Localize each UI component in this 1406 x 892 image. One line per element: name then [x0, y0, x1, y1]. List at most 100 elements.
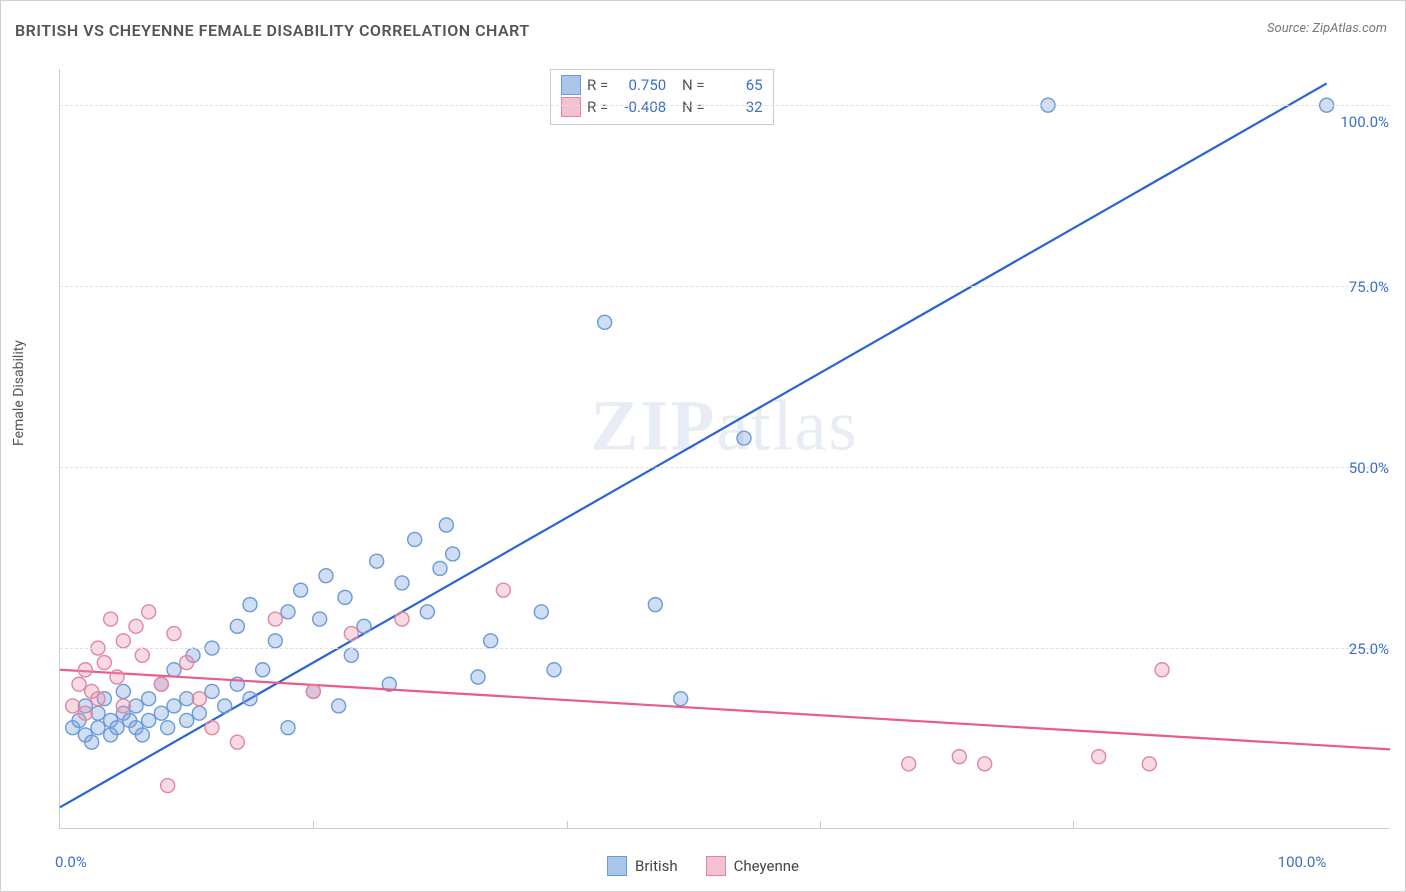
- data-point-british: [357, 619, 371, 633]
- data-point-british: [218, 699, 232, 713]
- data-point-cheyenne: [129, 619, 143, 633]
- data-point-cheyenne: [135, 648, 149, 662]
- x-minor-tick: [1073, 821, 1074, 829]
- data-point-british: [180, 713, 194, 727]
- legend-item-cheyenne: Cheyenne: [706, 856, 799, 876]
- bottom-legend: British Cheyenne: [607, 856, 799, 876]
- data-point-cheyenne: [91, 692, 105, 706]
- gridline-h: [60, 105, 1389, 106]
- legend-label-cheyenne: Cheyenne: [734, 857, 799, 875]
- data-point-british: [85, 735, 99, 749]
- data-point-british: [167, 663, 181, 677]
- data-point-british: [648, 598, 662, 612]
- x-minor-tick: [567, 821, 568, 829]
- legend-label-british: British: [635, 857, 678, 875]
- data-point-british: [110, 721, 124, 735]
- data-point-british: [135, 728, 149, 742]
- data-point-british: [192, 706, 206, 720]
- data-point-cheyenne: [902, 757, 916, 771]
- data-point-british: [167, 699, 181, 713]
- stat-label-r: R =: [587, 76, 608, 94]
- data-point-british: [313, 612, 327, 626]
- data-point-british: [243, 692, 257, 706]
- data-point-british: [205, 684, 219, 698]
- data-point-british: [281, 721, 295, 735]
- data-point-british: [598, 315, 612, 329]
- stat-label-n2: N =: [682, 98, 705, 116]
- y-tick-label: 100.0%: [1340, 113, 1389, 131]
- data-point-cheyenne: [72, 677, 86, 691]
- data-point-british: [408, 532, 422, 546]
- gridline-h: [60, 467, 1389, 468]
- data-point-cheyenne: [78, 706, 92, 720]
- data-point-cheyenne: [167, 627, 181, 641]
- data-point-cheyenne: [205, 721, 219, 735]
- data-point-cheyenne: [952, 750, 966, 764]
- legend-swatch-cheyenne: [706, 856, 726, 876]
- data-point-british: [737, 431, 751, 445]
- data-point-british: [142, 713, 156, 727]
- data-point-british: [142, 692, 156, 706]
- data-point-cheyenne: [1142, 757, 1156, 771]
- data-point-british: [446, 547, 460, 561]
- stat-r-cheyenne: -0.408: [614, 98, 666, 116]
- data-point-british: [281, 605, 295, 619]
- data-point-cheyenne: [66, 699, 80, 713]
- data-point-cheyenne: [1092, 750, 1106, 764]
- data-point-british: [319, 569, 333, 583]
- data-point-british: [230, 619, 244, 633]
- data-point-cheyenne: [97, 656, 111, 670]
- stat-n-british: 65: [711, 76, 763, 94]
- x-tick-right: 100.0%: [1278, 853, 1327, 871]
- data-point-cheyenne: [116, 634, 130, 648]
- trend-line-cheyenne: [60, 670, 1390, 750]
- data-point-british: [471, 670, 485, 684]
- y-tick-label: 25.0%: [1349, 640, 1389, 658]
- source-attribution: Source: ZipAtlas.com: [1267, 21, 1387, 36]
- stat-r-british: 0.750: [614, 76, 666, 94]
- data-point-british: [370, 554, 384, 568]
- data-point-british: [484, 634, 498, 648]
- data-point-cheyenne: [192, 692, 206, 706]
- legend-item-british: British: [607, 856, 678, 876]
- data-point-cheyenne: [395, 612, 409, 626]
- data-point-cheyenne: [110, 670, 124, 684]
- data-point-british: [161, 721, 175, 735]
- data-point-british: [439, 518, 453, 532]
- x-minor-tick: [313, 821, 314, 829]
- swatch-cheyenne: [561, 97, 581, 117]
- data-point-cheyenne: [154, 677, 168, 691]
- data-point-british: [534, 605, 548, 619]
- data-point-cheyenne: [306, 684, 320, 698]
- data-point-british: [344, 648, 358, 662]
- stat-label-r2: R =: [587, 98, 608, 116]
- plot-area: ZIPatlas R = 0.750 N = 65 R = -0.408 N =…: [59, 69, 1389, 829]
- y-tick-label: 75.0%: [1349, 278, 1389, 296]
- y-axis-label: Female Disability: [11, 340, 27, 446]
- plot-svg: [60, 69, 1389, 828]
- data-point-british: [674, 692, 688, 706]
- data-point-cheyenne: [142, 605, 156, 619]
- data-point-cheyenne: [161, 779, 175, 793]
- data-point-british: [395, 576, 409, 590]
- data-point-cheyenne: [1155, 663, 1169, 677]
- data-point-british: [243, 598, 257, 612]
- data-point-cheyenne: [496, 583, 510, 597]
- data-point-cheyenne: [116, 699, 130, 713]
- data-point-british: [154, 706, 168, 720]
- stats-row-british: R = 0.750 N = 65: [561, 74, 763, 96]
- x-minor-tick: [820, 821, 821, 829]
- stats-row-cheyenne: R = -0.408 N = 32: [561, 96, 763, 118]
- stats-legend-box: R = 0.750 N = 65 R = -0.408 N = 32: [550, 69, 774, 125]
- data-point-british: [420, 605, 434, 619]
- data-point-cheyenne: [104, 612, 118, 626]
- data-point-cheyenne: [230, 735, 244, 749]
- data-point-cheyenne: [78, 663, 92, 677]
- swatch-british: [561, 75, 581, 95]
- data-point-british: [338, 590, 352, 604]
- chart-title: BRITISH VS CHEYENNE FEMALE DISABILITY CO…: [15, 21, 530, 40]
- gridline-h: [60, 648, 1389, 649]
- data-point-british: [91, 721, 105, 735]
- data-point-british: [129, 699, 143, 713]
- stat-n-cheyenne: 32: [711, 98, 763, 116]
